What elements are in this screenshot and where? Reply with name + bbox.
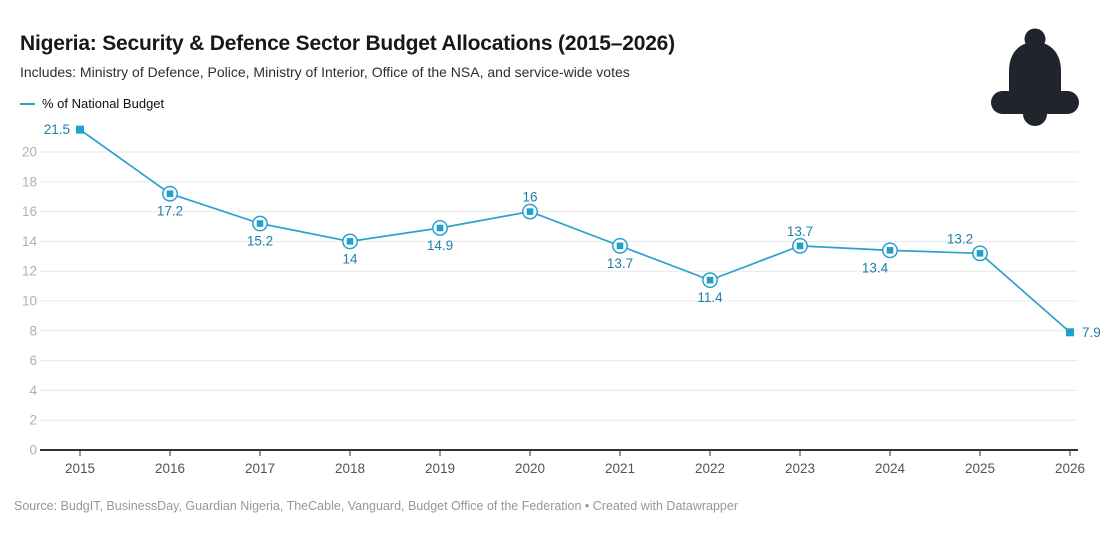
value-label-2018: 14 — [342, 251, 358, 266]
data-point-2021[interactable] — [616, 242, 624, 250]
x-axis-tick-label: 2021 — [605, 461, 635, 476]
y-axis-tick-label: 16 — [22, 204, 37, 219]
data-point-2022[interactable] — [706, 276, 714, 284]
source-attribution: Source: BudgIT, BusinessDay, Guardian Ni… — [14, 499, 738, 513]
x-axis-tick-label: 2023 — [785, 461, 815, 476]
legend-label: % of National Budget — [42, 96, 165, 111]
value-label-2019: 14.9 — [427, 238, 453, 253]
notification-bell-icon[interactable] — [988, 27, 1082, 129]
data-point-2018[interactable] — [346, 238, 354, 245]
value-label-2026: 7.9 — [1082, 325, 1101, 340]
value-label-2024: 13.4 — [862, 260, 889, 275]
x-axis-tick-label: 2020 — [515, 461, 545, 476]
y-axis-tick-label: 6 — [29, 353, 37, 368]
y-axis-tick-label: 12 — [22, 264, 37, 279]
value-label-2017: 15.2 — [247, 234, 273, 249]
data-point-2015[interactable] — [76, 125, 84, 134]
x-axis-tick-label: 2025 — [965, 461, 995, 476]
x-axis-tick-label: 2017 — [245, 461, 275, 476]
y-axis-tick-label: 14 — [22, 234, 38, 249]
data-point-2025[interactable] — [976, 250, 984, 257]
x-axis-tick-label: 2019 — [425, 461, 455, 476]
data-point-2017[interactable] — [256, 220, 264, 227]
data-point-2023[interactable] — [796, 242, 804, 250]
data-point-2024[interactable] — [886, 247, 894, 254]
legend: % of National Budget — [20, 96, 164, 111]
value-label-2022: 11.4 — [697, 290, 723, 305]
y-axis-tick-label: 0 — [29, 443, 37, 458]
page-title: Nigeria: Security & Defence Sector Budge… — [20, 32, 675, 55]
data-point-2016[interactable] — [166, 190, 174, 198]
value-label-2025: 13.2 — [947, 231, 973, 246]
x-axis-tick-label: 2016 — [155, 461, 185, 476]
y-axis-tick-label: 10 — [22, 294, 37, 309]
x-axis-tick-label: 2015 — [65, 461, 95, 476]
x-axis-tick-label: 2018 — [335, 461, 365, 476]
chart-subtitle: Includes: Ministry of Defence, Police, M… — [20, 64, 630, 80]
x-axis-tick-label: 2026 — [1055, 461, 1085, 476]
value-label-2015: 21.5 — [44, 122, 70, 137]
value-label-2020: 16 — [522, 190, 537, 205]
x-axis-tick-label: 2022 — [695, 461, 725, 476]
y-axis-tick-label: 20 — [22, 145, 37, 160]
data-point-2026[interactable] — [1066, 328, 1074, 337]
data-point-2019[interactable] — [436, 224, 444, 232]
data-point-2020[interactable] — [526, 208, 534, 215]
series-line — [79, 128, 1071, 333]
value-label-2016: 17.2 — [157, 204, 183, 219]
x-axis-tick-label: 2024 — [875, 461, 906, 476]
y-axis-tick-label: 18 — [22, 174, 37, 189]
y-axis-tick-label: 8 — [29, 323, 37, 338]
value-label-2021: 13.7 — [607, 256, 633, 271]
y-axis-tick-label: 2 — [29, 413, 37, 428]
y-axis-tick-label: 4 — [29, 383, 37, 398]
value-label-2023: 13.7 — [787, 224, 813, 239]
legend-line-swatch — [20, 102, 35, 105]
